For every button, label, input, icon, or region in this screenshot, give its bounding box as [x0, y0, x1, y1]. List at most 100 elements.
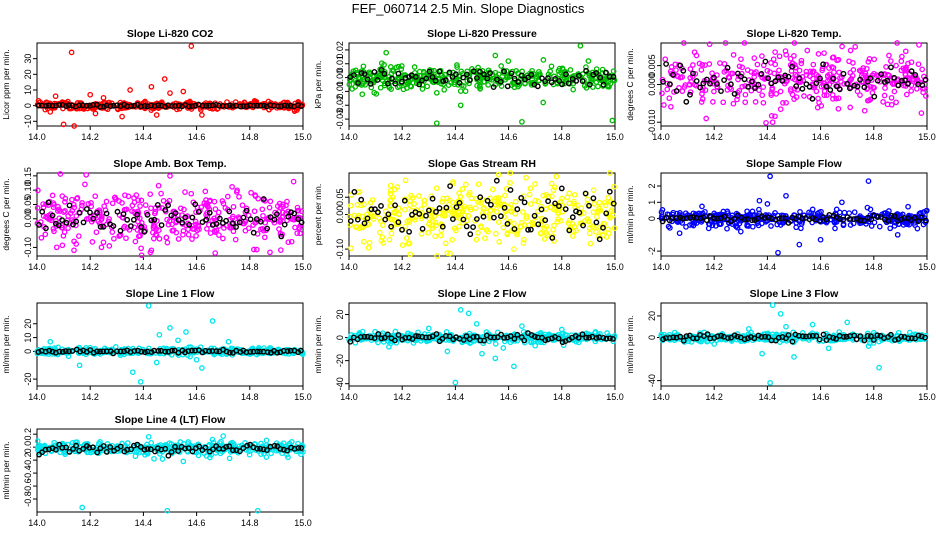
x-tick-label: 14.4	[135, 518, 153, 528]
mean-point	[813, 333, 820, 339]
y-tick-label: 0.10	[23, 181, 33, 199]
mean-point	[151, 216, 158, 223]
raw-point	[538, 203, 545, 210]
raw-point	[742, 83, 748, 89]
mean-point	[779, 77, 786, 84]
raw-point	[425, 229, 432, 236]
raw-point	[881, 71, 888, 77]
raw-point	[135, 197, 142, 204]
mean-point	[789, 338, 796, 345]
mean-point	[144, 211, 151, 218]
mean-point	[172, 443, 178, 450]
raw-point	[57, 171, 64, 177]
raw-point	[540, 99, 547, 106]
mean-point	[895, 82, 902, 89]
raw-point	[426, 221, 432, 228]
raw-point	[428, 214, 435, 220]
mean-point	[230, 447, 236, 454]
x-tick-label: 14.4	[759, 392, 777, 402]
raw-point	[782, 48, 789, 54]
mean-point	[213, 221, 220, 227]
mean-point	[378, 203, 384, 209]
raw-point	[441, 86, 448, 93]
raw-point	[821, 50, 827, 56]
mean-point	[559, 81, 565, 88]
mean-point	[80, 446, 87, 452]
raw-point	[706, 41, 713, 48]
mean-point	[871, 93, 878, 100]
raw-point	[591, 201, 597, 207]
mean-point	[528, 71, 535, 78]
raw-point	[69, 207, 76, 214]
mean-point	[66, 202, 73, 209]
raw-point	[834, 57, 840, 64]
raw-point	[541, 225, 548, 232]
points	[34, 43, 306, 129]
raw-point	[772, 49, 778, 55]
raw-point	[668, 64, 675, 70]
raw-point	[153, 359, 160, 366]
raw-point	[440, 195, 447, 202]
mean-point	[844, 80, 851, 87]
raw-point	[558, 326, 565, 333]
y-tick-label: 0.05	[23, 196, 33, 214]
raw-point	[450, 207, 457, 214]
x-tick-label: 15.0	[294, 132, 312, 142]
mean-point	[43, 225, 49, 232]
raw-point	[796, 241, 803, 248]
mean-point	[56, 348, 63, 355]
raw-point	[477, 85, 483, 92]
raw-point	[526, 191, 533, 198]
mean-point	[590, 195, 597, 202]
raw-point	[556, 71, 563, 78]
mean-point	[534, 83, 541, 90]
mean-point	[63, 219, 70, 226]
raw-point	[851, 209, 858, 216]
mean-point	[385, 211, 392, 218]
mean-point	[484, 75, 491, 82]
mean-point	[273, 211, 280, 217]
raw-point	[297, 230, 304, 237]
raw-point	[76, 362, 83, 369]
raw-point	[566, 190, 573, 197]
mean-point	[583, 334, 590, 341]
raw-point	[690, 222, 697, 229]
mean-point	[823, 216, 830, 223]
raw-point	[760, 84, 767, 90]
mean-point	[426, 207, 432, 214]
raw-point	[361, 238, 367, 245]
mean-point	[73, 442, 80, 449]
panel-title: Slope Line 2 Flow	[438, 288, 528, 300]
raw-point	[768, 223, 774, 229]
raw-point	[361, 201, 367, 208]
mean-point	[453, 204, 460, 210]
raw-point	[49, 192, 56, 199]
raw-point	[456, 76, 462, 83]
mean-point	[63, 444, 69, 451]
y-tick-label: 0.00	[335, 206, 345, 224]
raw-point	[398, 66, 405, 72]
raw-point	[763, 119, 769, 126]
mean-point	[558, 185, 565, 192]
mean-point	[579, 78, 586, 84]
raw-point	[918, 110, 925, 116]
mean-point	[274, 103, 281, 110]
mean-point	[480, 213, 487, 220]
raw-point	[279, 209, 286, 216]
raw-point	[756, 197, 763, 204]
raw-point	[406, 240, 413, 247]
raw-point	[411, 201, 417, 207]
raw-point	[759, 53, 765, 59]
mean-point	[700, 214, 707, 221]
raw-point	[718, 220, 724, 227]
raw-point	[923, 207, 930, 214]
raw-point	[170, 227, 177, 234]
raw-point	[507, 170, 514, 176]
mean-point	[185, 445, 192, 451]
mean-point	[257, 102, 264, 109]
mean-point	[186, 221, 193, 228]
raw-point	[492, 230, 499, 237]
raw-point	[551, 184, 558, 191]
raw-point	[277, 230, 284, 237]
mean-point	[192, 201, 199, 208]
